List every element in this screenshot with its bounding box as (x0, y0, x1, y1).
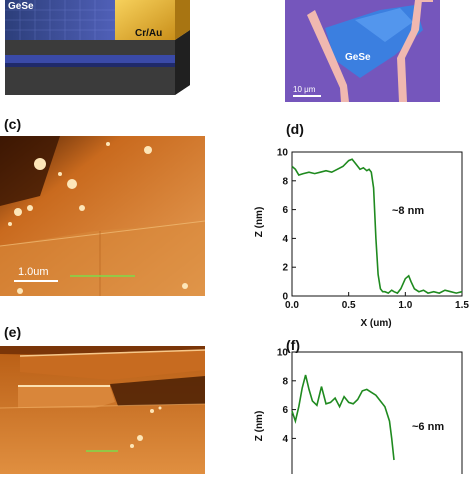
chart-d-ytick-label: 0 (282, 292, 288, 303)
afm-image-c-graphic: 1.0um (0, 136, 206, 296)
chart-d-xtick-label: 1.0 (398, 300, 412, 311)
ylabel-f: Z (nm) (254, 411, 265, 442)
scale-text-b: 10 μm (293, 85, 316, 94)
ylabel-d: Z (nm) (254, 207, 265, 238)
afm-image-e-graphic (0, 346, 206, 474)
chart-d-ytick-label: 8 (282, 176, 288, 187)
gese-label-b: GeSe (345, 52, 371, 63)
chart-d-xtick-label: 0.0 (285, 300, 299, 311)
chart-d-ytick-label: 6 (282, 205, 288, 216)
chart-f-ytick-label: 8 (282, 376, 288, 387)
device-schematic-graphic: GeSe Cr/Au (5, 0, 190, 95)
panel-f-height-profile: (f) ~6 nm Z (nm) 4 6 8 10 (240, 330, 474, 479)
panel-b-optical-image: GeSe 10 μm (285, 0, 440, 102)
cr-au-label: Cr/Au (135, 28, 162, 39)
annotation-d: ~8 nm (392, 205, 424, 217)
chart-f-ytick-label: 6 (282, 405, 288, 416)
gese-label-a: GeSe (8, 1, 34, 12)
profile-chart-f: (f) ~6 nm Z (nm) 4 6 8 10 (254, 337, 463, 479)
chart-f-plot-frame (291, 351, 463, 479)
xlabel-d: X (um) (360, 318, 391, 329)
panel-d-label: (d) (286, 121, 304, 137)
chart-d-ytick-label: 4 (282, 234, 288, 245)
chart-f-profile-series (291, 374, 395, 461)
panel-e-label: (e) (4, 324, 22, 340)
panel-f-label: (f) (286, 337, 300, 353)
profile-chart-d: (d) ~8 nm X (um) Z (nm) 0 2 4 6 8 10 0.0 0.5 1.0… (254, 121, 469, 329)
panel-c-afm-image: 1.0um (0, 136, 206, 296)
chart-d-xtick-label: 1.5 (455, 300, 469, 311)
chart-f-ytick-label: 4 (282, 434, 288, 445)
chart-d-plot-frame (291, 151, 463, 297)
chart-d-profile-series (291, 158, 463, 295)
panel-c-label: (c) (4, 116, 22, 132)
scale-text-c: 1.0um (18, 266, 49, 278)
chart-d-xtick-label: 0.5 (342, 300, 356, 311)
panel-a-device-schematic: GeSe Cr/Au (0, 0, 205, 100)
optical-image-graphic: GeSe 10 μm (285, 0, 440, 102)
chart-f-ytick-label: 10 (277, 348, 289, 359)
panel-e-afm-image (0, 346, 206, 474)
chart-d-ytick-label: 2 (282, 263, 288, 274)
annotation-f: ~6 nm (412, 421, 444, 433)
panel-d-height-profile: (d) ~8 nm X (um) Z (nm) 0 2 4 6 8 10 0.0 0.5 1.0… (240, 116, 474, 330)
chart-d-ytick-label: 10 (277, 148, 289, 159)
